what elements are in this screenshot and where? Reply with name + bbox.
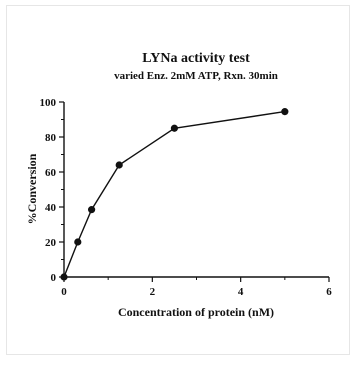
y-axis-label: %Conversion bbox=[25, 153, 39, 224]
axes: 0 20 40 60 80 100 0 2 4 6 bbox=[40, 97, 333, 298]
y-tick-label: 20 bbox=[45, 237, 57, 249]
y-tick-label: 0 bbox=[51, 272, 57, 284]
data-point bbox=[170, 124, 179, 132]
data-point bbox=[88, 206, 96, 214]
data-point bbox=[281, 108, 289, 116]
x-tick-label: 6 bbox=[326, 286, 332, 298]
data-series bbox=[60, 108, 289, 281]
chart-subtitle: varied Enz. 2mM ATP, Rxn. 30min bbox=[114, 70, 278, 82]
x-tick-label: 2 bbox=[150, 286, 156, 298]
data-point bbox=[60, 273, 68, 281]
data-point bbox=[74, 238, 82, 246]
data-point bbox=[115, 161, 123, 169]
y-tick-label: 40 bbox=[45, 202, 57, 214]
chart-title: LYNa activity test bbox=[142, 51, 250, 66]
y-tick-label: 80 bbox=[45, 132, 57, 144]
series-line bbox=[63, 110, 285, 278]
y-tick-label: 60 bbox=[45, 167, 57, 179]
y-tick-label: 100 bbox=[40, 97, 57, 109]
x-tick-label: 0 bbox=[61, 286, 67, 298]
x-tick-label: 4 bbox=[238, 286, 244, 298]
x-axis-label: Concentration of protein (nM) bbox=[118, 305, 274, 319]
